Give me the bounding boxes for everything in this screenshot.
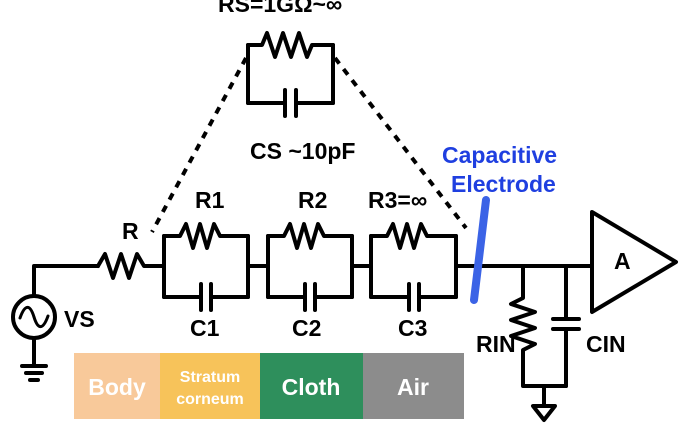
c2-capacitor <box>303 282 317 312</box>
ac-wave-icon <box>18 305 50 329</box>
rs-cs-network <box>246 31 335 118</box>
layer-cloth <box>260 353 363 419</box>
rs-resistor <box>246 31 335 59</box>
layer-cloth-label: Cloth <box>282 374 341 400</box>
ground-icon <box>531 404 557 422</box>
electrode-label-line2: Electrode <box>451 171 556 197</box>
amplifier-label: A <box>614 248 631 274</box>
c3-capacitor <box>407 282 421 312</box>
r3-c3-network <box>369 222 458 312</box>
capacitive-electrode <box>470 196 490 304</box>
r1-c1-network <box>162 222 250 312</box>
c3-label: C3 <box>398 315 427 341</box>
voltage-source <box>11 264 100 382</box>
cs-capacitor <box>283 88 298 118</box>
layer-body <box>74 353 160 419</box>
layer-stratum-label-line2: corneum <box>176 391 244 408</box>
layer-stratum-label-line1: Stratum <box>180 369 240 386</box>
r-resistor <box>96 252 166 280</box>
ground-icon <box>20 364 48 382</box>
r2-resistor <box>266 222 354 250</box>
r2-c2-network <box>266 222 354 312</box>
cin-capacitor <box>551 317 581 331</box>
cs-label: CS ~10pF <box>250 138 355 164</box>
layer-stratum-corneum <box>160 353 260 419</box>
c2-label: C2 <box>292 315 321 341</box>
layer-air <box>363 353 464 419</box>
rs-label: RS=1GΩ~∞ <box>218 0 342 17</box>
rin-label: RIN <box>476 331 516 357</box>
layer-legend: Body Stratum corneum Cloth Air <box>74 353 464 419</box>
c1-capacitor <box>199 282 213 312</box>
vs-label: VS <box>64 306 95 332</box>
r1-resistor <box>162 222 250 250</box>
zoom-dashed-line-left <box>150 57 248 233</box>
r3-label: R3=∞ <box>368 187 427 213</box>
r2-label: R2 <box>298 187 327 213</box>
layer-air-label: Air <box>397 374 429 400</box>
r-label: R <box>122 218 139 244</box>
r3-resistor <box>369 222 458 250</box>
cin-label: CIN <box>586 331 626 357</box>
r1-label: R1 <box>195 187 225 213</box>
electrode-label-line1: Capacitive <box>442 142 557 168</box>
amplifier-triangle <box>590 210 678 314</box>
c1-label: C1 <box>190 315 220 341</box>
input-network <box>509 264 581 422</box>
layer-body-label: Body <box>88 374 146 400</box>
rin-resistor <box>509 264 568 388</box>
